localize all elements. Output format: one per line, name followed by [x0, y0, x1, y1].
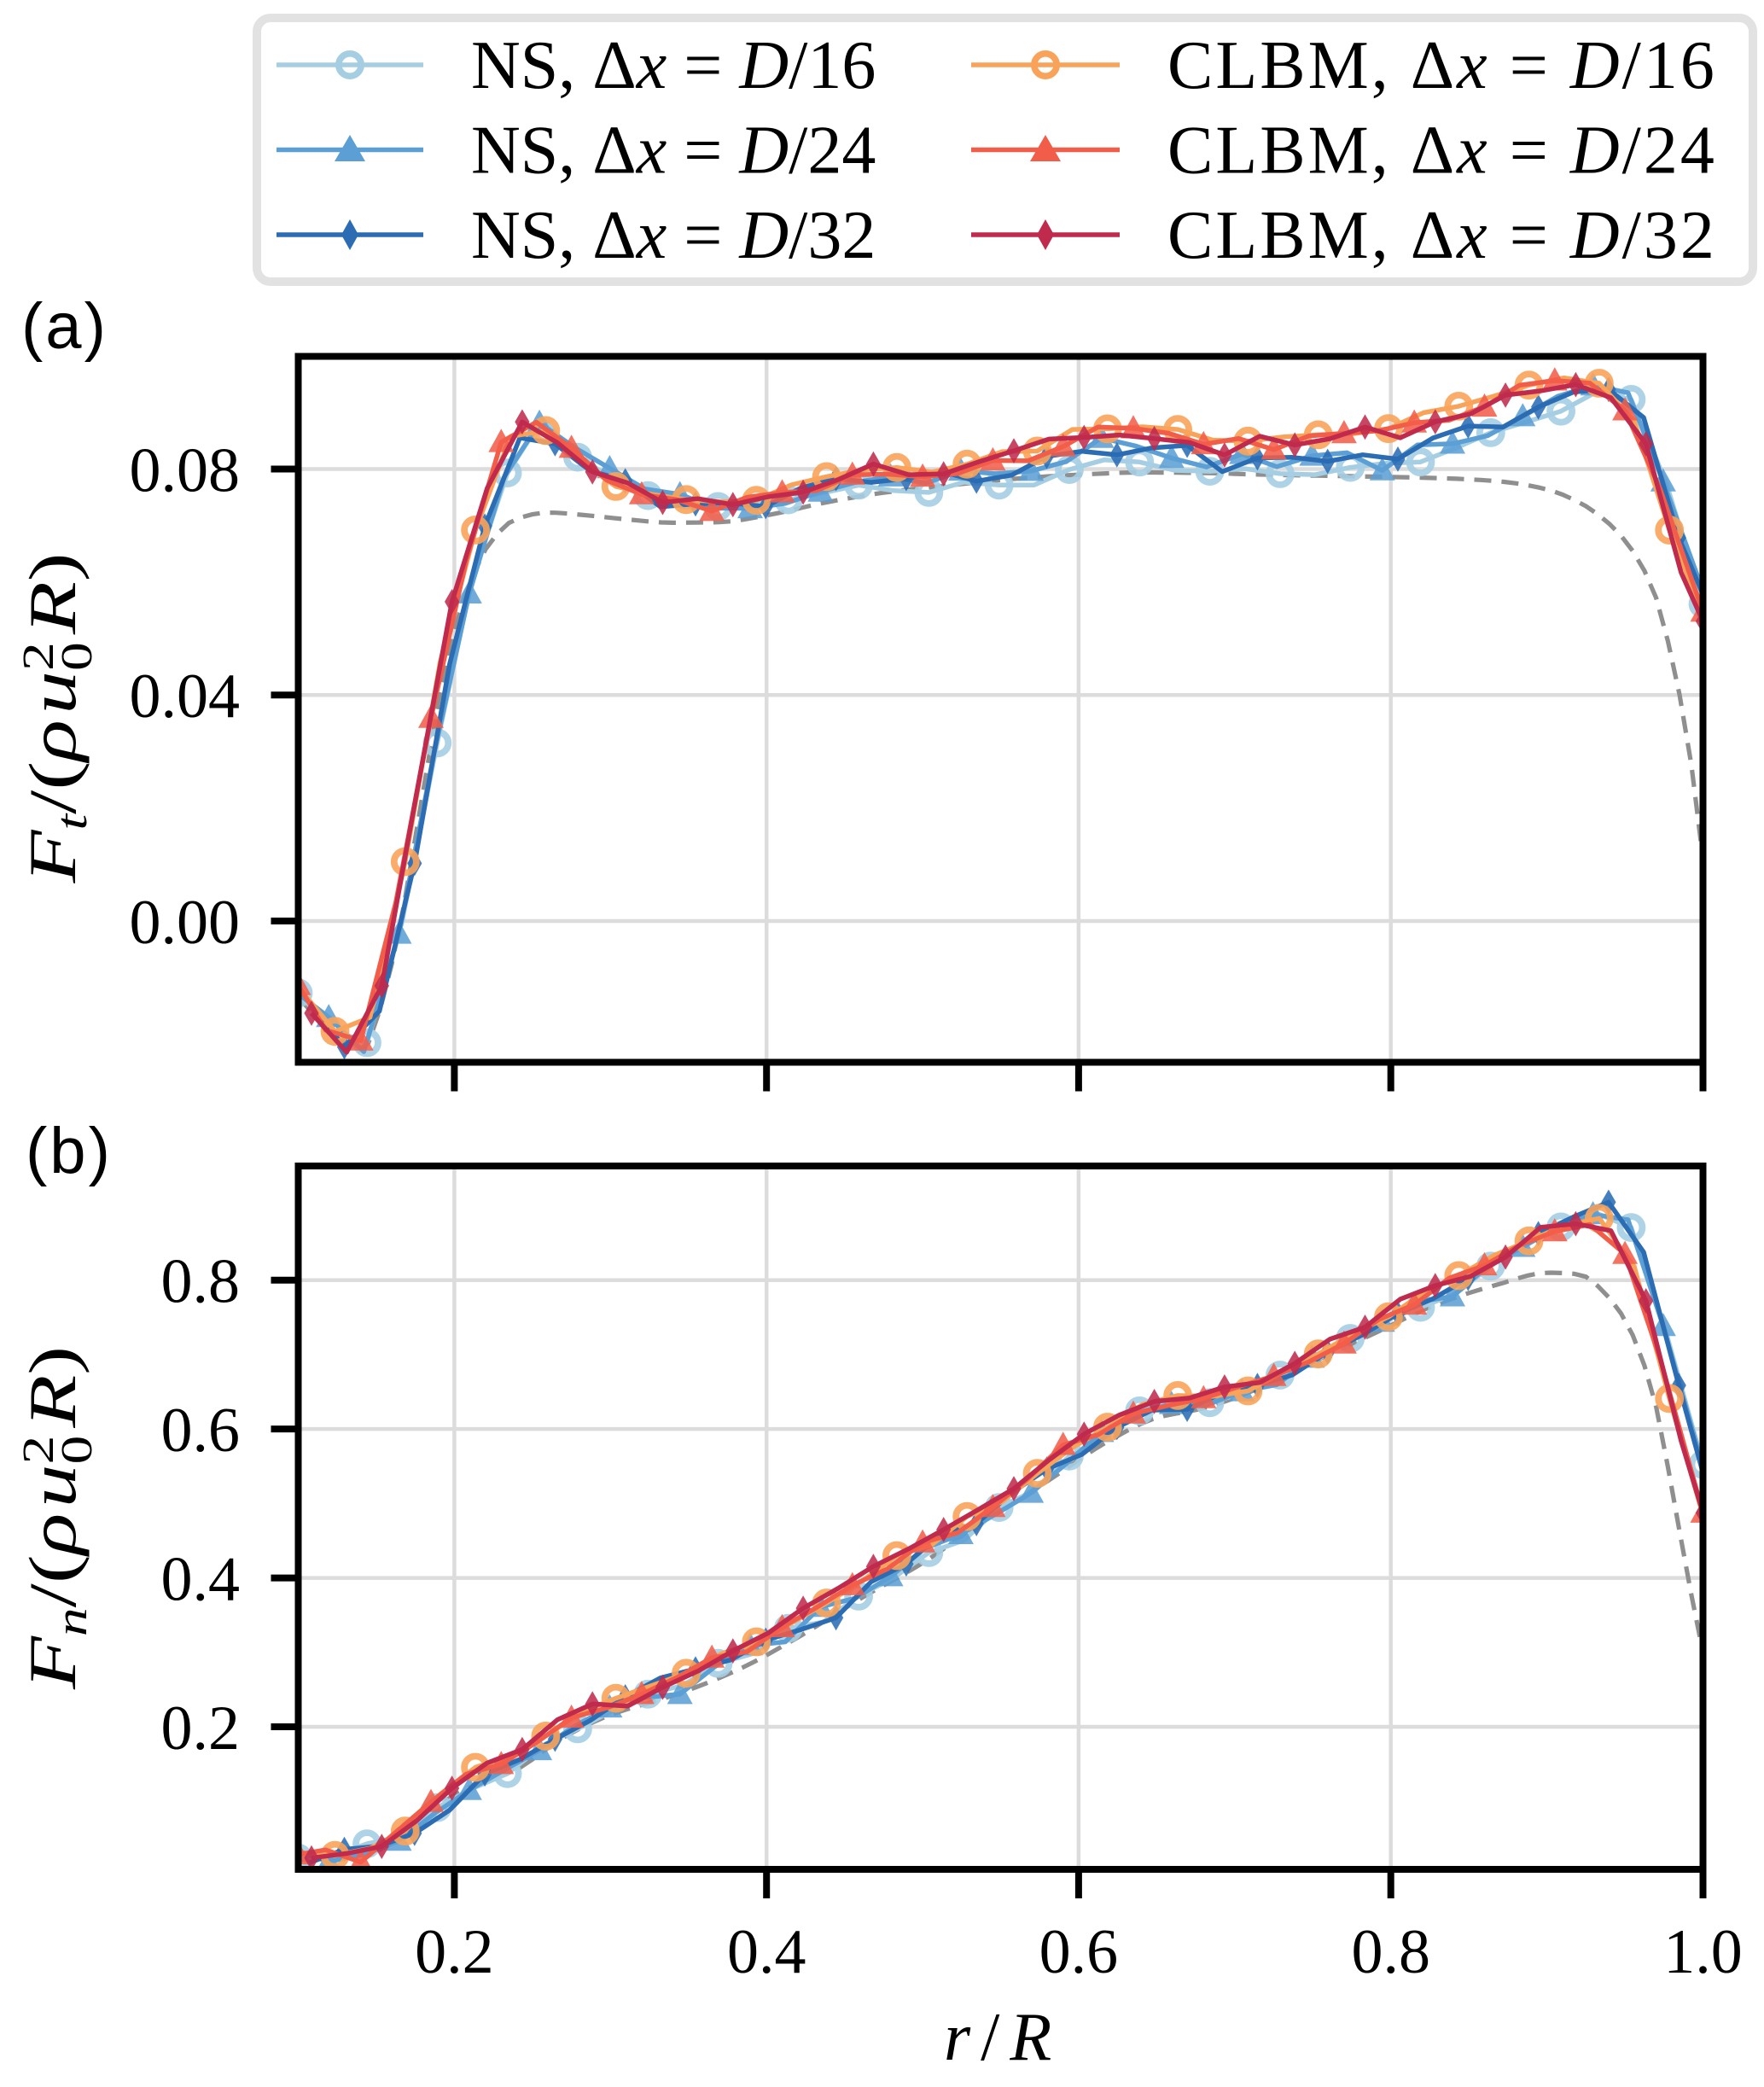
svg-text:0.8: 0.8 [161, 1247, 241, 1317]
svg-text:NS, Δx = D/24: NS, Δx = D/24 [471, 114, 876, 189]
svg-text:(a): (a) [21, 290, 108, 363]
svg-text:NS, Δx = D/16: NS, Δx = D/16 [471, 28, 876, 103]
svg-text:Fn/(ρu20R): Fn/(ρu20R) [14, 1346, 102, 1690]
svg-text:(b): (b) [26, 1115, 113, 1187]
svg-text:1.0: 1.0 [1663, 1917, 1743, 1987]
svg-text:0.8: 0.8 [1351, 1917, 1430, 1987]
svg-text:r/R: r / R [944, 2000, 1051, 2075]
svg-text:0.4: 0.4 [727, 1917, 806, 1987]
svg-text:CLBM, Δx = D/24: CLBM, Δx = D/24 [1167, 114, 1717, 189]
svg-text:0.00: 0.00 [130, 888, 241, 958]
svg-text:CLBM, Δx = D/32: CLBM, Δx = D/32 [1167, 198, 1717, 273]
svg-text:0.6: 0.6 [161, 1396, 241, 1466]
svg-text:0.2: 0.2 [415, 1917, 494, 1987]
svg-text:0.4: 0.4 [161, 1545, 241, 1615]
svg-text:0.08: 0.08 [130, 436, 241, 506]
svg-text:0.04: 0.04 [130, 662, 241, 732]
svg-text:NS, Δx = D/32: NS, Δx = D/32 [471, 198, 876, 273]
svg-text:0.6: 0.6 [1039, 1917, 1119, 1987]
svg-text:0.2: 0.2 [161, 1694, 241, 1763]
svg-text:CLBM, Δx = D/16: CLBM, Δx = D/16 [1167, 28, 1717, 103]
